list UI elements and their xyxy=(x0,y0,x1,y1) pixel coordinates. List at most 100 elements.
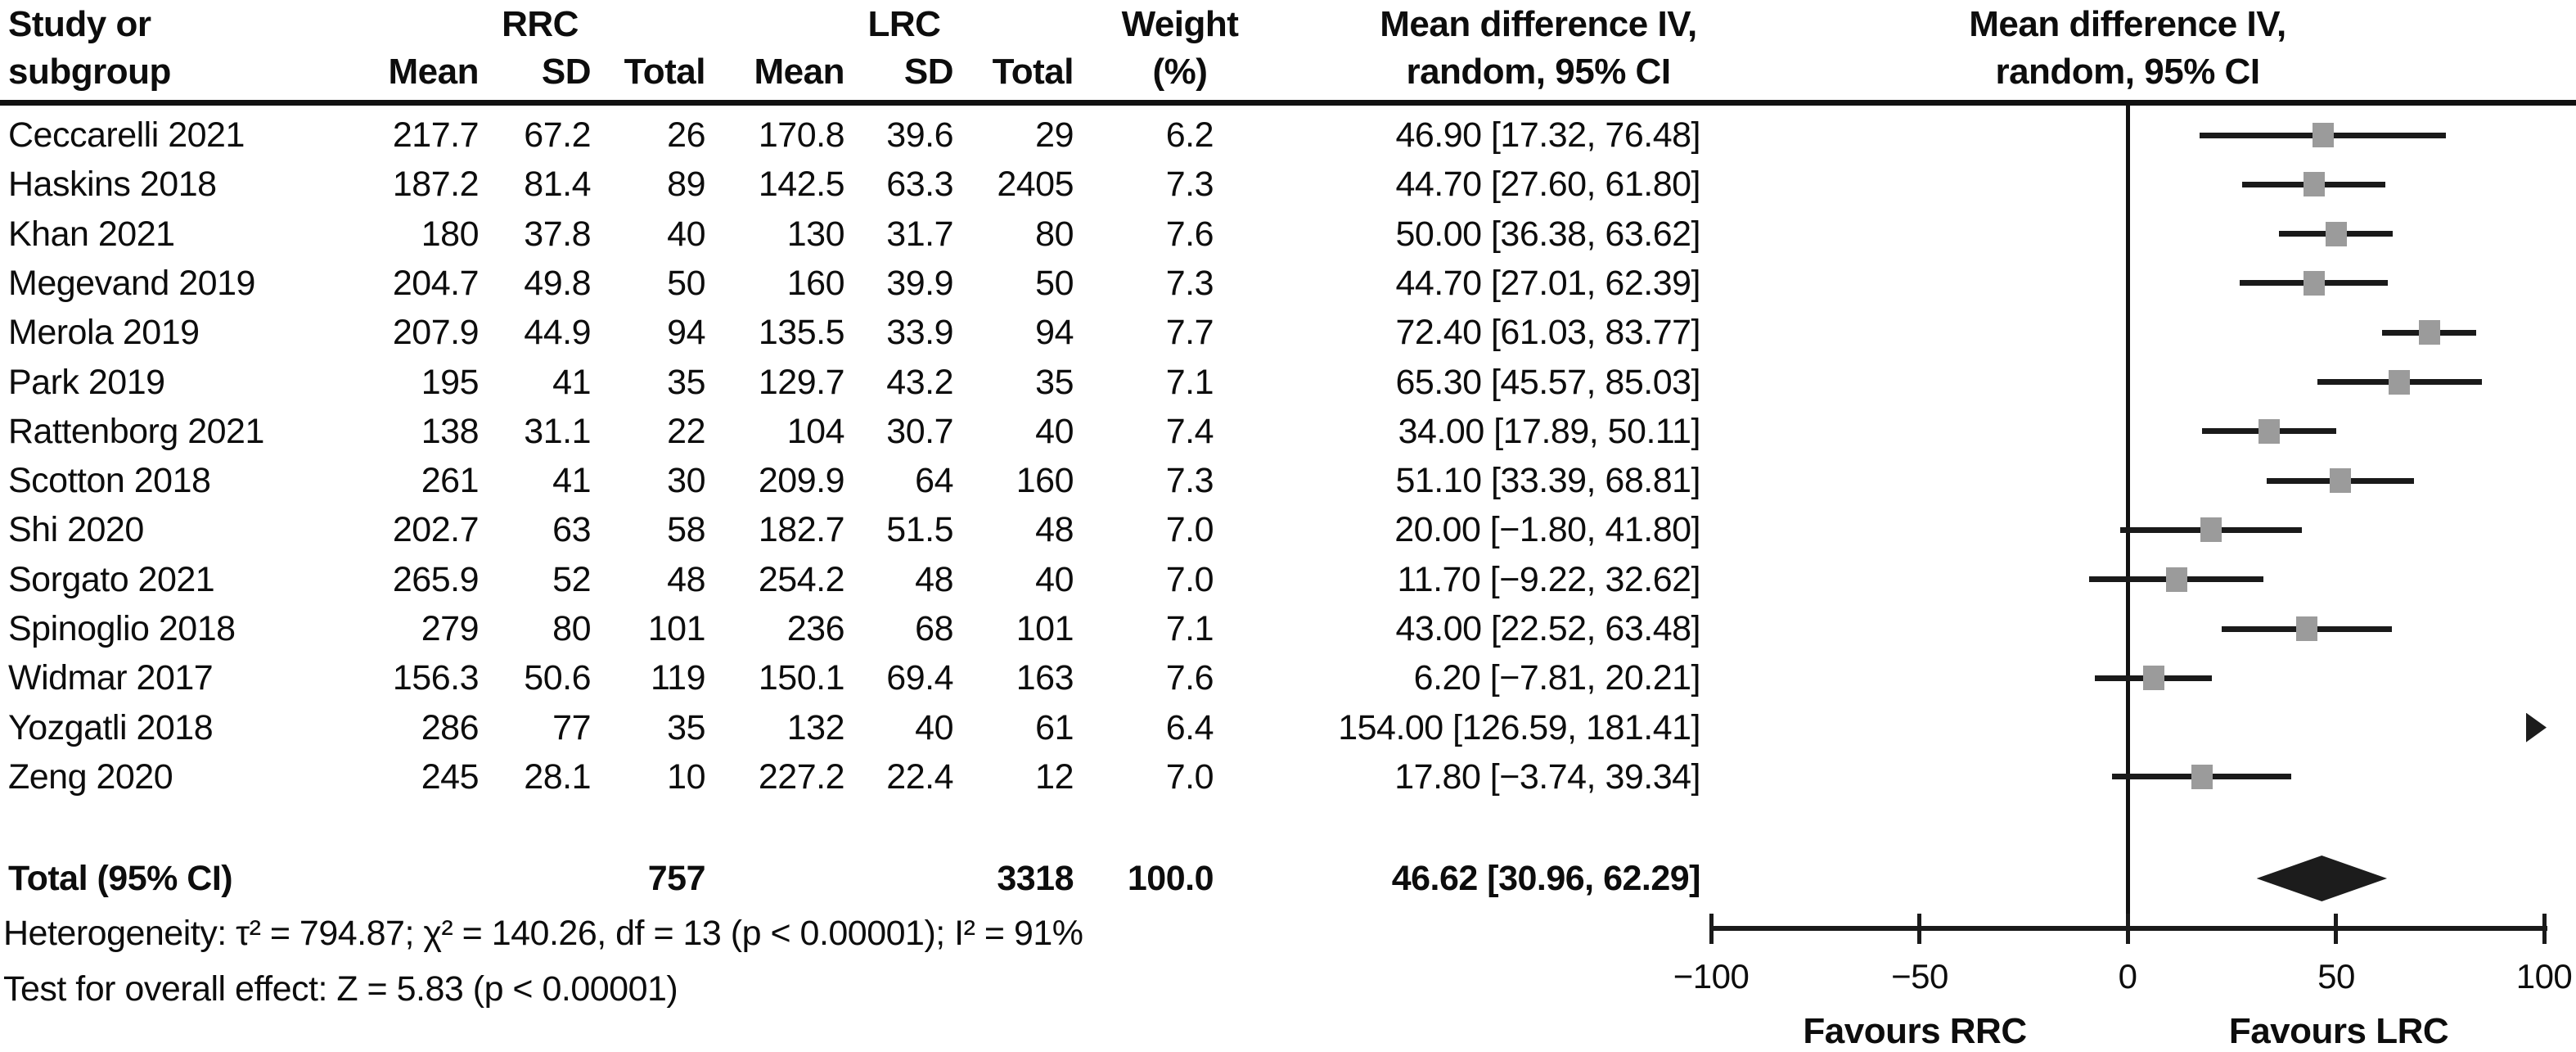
header-rrc-mean: Mean xyxy=(388,52,480,92)
rrc-total-cell: 10 xyxy=(667,756,705,797)
lrc-total-cell: 48 xyxy=(1035,510,1074,550)
rrc-sd-cell: 28.1 xyxy=(524,756,591,797)
header-lrc-mean: Mean xyxy=(754,52,845,92)
header-group-lrc: LRC xyxy=(867,4,941,44)
rrc-total-cell: 50 xyxy=(667,263,705,303)
tick-label-neg100: −100 xyxy=(1673,957,1750,996)
weight-cell: 7.3 xyxy=(1165,461,1214,501)
weight-cell: 7.7 xyxy=(1165,313,1214,353)
rrc-sd-cell: 44.9 xyxy=(524,313,591,353)
name-cell: Khan 2021 xyxy=(8,214,175,254)
name-cell: Park 2019 xyxy=(8,362,165,402)
effect-marker xyxy=(2165,567,2187,592)
lrc-total-cell: 29 xyxy=(1035,115,1074,155)
rrc-total-cell: 89 xyxy=(667,165,705,205)
rrc-total-cell: 26 xyxy=(667,115,705,155)
weight-cell: 7.1 xyxy=(1165,362,1214,402)
rrc-total-cell: 48 xyxy=(667,559,705,599)
rrc-total-cell: 35 xyxy=(667,707,705,747)
weight-cell: 7.1 xyxy=(1165,609,1214,648)
effect-marker xyxy=(2142,666,2164,691)
header-weight-line1: Weight xyxy=(1121,4,1239,44)
tick-label-0: 0 xyxy=(2118,957,2137,996)
effect-cell: 50.00 [36.38, 63.62] xyxy=(1395,214,1700,254)
lrc-total-cell: 2405 xyxy=(997,165,1074,205)
total-weight: 100.0 xyxy=(1127,859,1214,898)
name-cell: Shi 2020 xyxy=(8,510,144,550)
lrc-total-cell: 12 xyxy=(1035,756,1074,797)
study-row: Megevand 2019 204.7 49.8 50 160 39.9 50 7.3 44.7… xyxy=(0,259,2576,308)
effect-cell: 154.00 [126.59, 181.41] xyxy=(1338,707,1700,747)
plot-header-line2: random, 95% CI xyxy=(1995,52,2260,92)
rrc-sd-cell: 80 xyxy=(552,609,591,648)
effect-marker xyxy=(2325,221,2347,246)
axis-tick xyxy=(1917,914,1921,944)
rrc-total-cell: 22 xyxy=(667,411,705,451)
tick-label-100: 100 xyxy=(2515,957,2573,996)
lrc-total-cell: 163 xyxy=(1016,658,1074,698)
total-label: Total (95% CI) xyxy=(8,859,233,898)
lrc-sd-cell: 22.4 xyxy=(886,756,953,797)
weight-cell: 6.4 xyxy=(1165,707,1214,747)
lrc-total-cell: 101 xyxy=(1016,609,1074,648)
rrc-sd-cell: 50.6 xyxy=(524,658,591,698)
weight-cell: 7.6 xyxy=(1165,658,1214,698)
lrc-total-cell: 50 xyxy=(1035,263,1074,303)
plot-header-line1: Mean difference IV, xyxy=(1969,4,2286,44)
name-cell: Haskins 2018 xyxy=(8,165,217,205)
rrc-mean-cell: 202.7 xyxy=(392,510,480,550)
rrc-sd-cell: 31.1 xyxy=(524,411,591,451)
lrc-mean-cell: 227.2 xyxy=(758,756,845,797)
rrc-mean-cell: 279 xyxy=(421,609,480,648)
axis-tick xyxy=(1709,914,1714,944)
lrc-sd-cell: 69.4 xyxy=(886,658,953,698)
study-row: Widmar 2017 156.3 50.6 119 150.1 69.4 163 7.6 6.… xyxy=(0,653,2576,702)
overall-effect-text: Test for overall effect: Z = 5.83 (p < 0… xyxy=(3,969,678,1009)
rrc-mean-cell: 138 xyxy=(421,411,480,451)
name-cell: Yozgatli 2018 xyxy=(8,707,214,747)
effect-marker xyxy=(2418,320,2440,345)
study-row: Shi 2020 202.7 63 58 182.7 51.5 48 7.0 20.00 [−1… xyxy=(0,505,2576,554)
study-row: Ceccarelli 2021 217.7 67.2 26 170.8 39.6 29 6.2… xyxy=(0,111,2576,160)
rrc-mean-cell: 180 xyxy=(421,214,480,254)
effect-cell: 17.80 [−3.74, 39.34] xyxy=(1394,756,1700,797)
effect-marker xyxy=(2389,369,2411,395)
rrc-mean-cell: 245 xyxy=(421,756,480,797)
favours-right-label: Favours LRC xyxy=(2228,1011,2449,1051)
rrc-sd-cell: 41 xyxy=(552,461,591,501)
study-row: Spinoglio 2018 279 80 101 236 68 101 7.1 43.00 [… xyxy=(0,604,2576,653)
effect-marker xyxy=(2303,270,2325,296)
tick-label-neg50: −50 xyxy=(1891,957,1948,996)
effect-marker xyxy=(2200,517,2222,543)
weight-cell: 7.6 xyxy=(1165,214,1214,254)
study-row: Khan 2021 180 37.8 40 130 31.7 80 7.6 50.00 [36.… xyxy=(0,210,2576,259)
study-row: Merola 2019 207.9 44.9 94 135.5 33.9 94 7.7 72.4… xyxy=(0,308,2576,357)
study-row: Sorgato 2021 265.9 52 48 254.2 48 40 7.0 11.70 [… xyxy=(0,555,2576,604)
rrc-total-cell: 30 xyxy=(667,461,705,501)
rrc-sd-cell: 52 xyxy=(552,559,591,599)
heterogeneity-text: Heterogeneity: τ² = 794.87; χ² = 140.26,… xyxy=(3,914,1083,953)
tick-label-50: 50 xyxy=(2317,957,2355,996)
lrc-total-cell: 80 xyxy=(1035,214,1074,254)
weight-cell: 7.3 xyxy=(1165,263,1214,303)
rrc-sd-cell: 81.4 xyxy=(524,165,591,205)
axis-tick xyxy=(2542,914,2547,944)
effect-marker xyxy=(2312,123,2334,147)
rrc-mean-cell: 156.3 xyxy=(392,658,480,698)
lrc-sd-cell: 68 xyxy=(915,609,953,648)
lrc-mean-cell: 135.5 xyxy=(758,313,845,353)
lrc-total-cell: 94 xyxy=(1035,313,1074,353)
lrc-mean-cell: 142.5 xyxy=(758,165,845,205)
rrc-mean-cell: 217.7 xyxy=(392,115,480,155)
lrc-mean-cell: 160 xyxy=(786,263,845,303)
header-rrc-total: Total xyxy=(624,52,706,92)
name-cell: Scotton 2018 xyxy=(8,461,211,501)
rrc-sd-cell: 37.8 xyxy=(524,214,591,254)
lrc-mean-cell: 132 xyxy=(786,707,845,747)
lrc-mean-cell: 104 xyxy=(786,411,845,451)
rrc-mean-cell: 195 xyxy=(421,362,480,402)
rrc-mean-cell: 187.2 xyxy=(392,165,480,205)
zero-reference-line xyxy=(2126,106,2130,928)
lrc-mean-cell: 254.2 xyxy=(758,559,845,599)
